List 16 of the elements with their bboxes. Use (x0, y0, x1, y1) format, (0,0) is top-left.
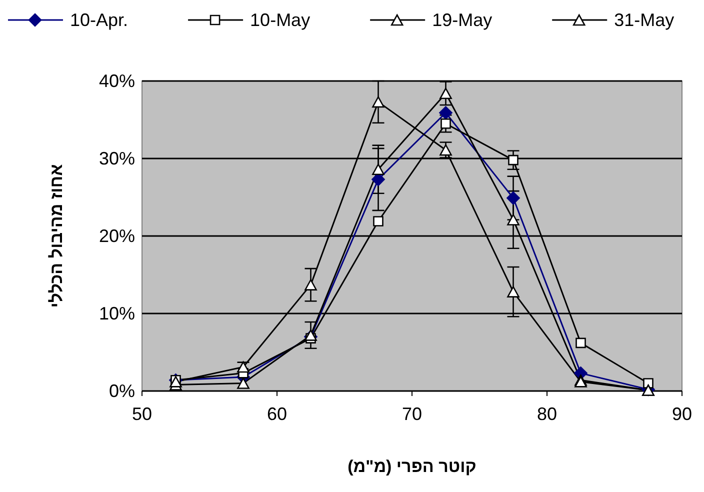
y-tick-label: 40% (98, 71, 135, 91)
legend-label: 10-May (250, 10, 310, 30)
y-tick-label: 30% (98, 148, 135, 168)
x-tick-label: 90 (672, 404, 692, 424)
x-axis-title: קוטר הפרי (מ"מ) (348, 457, 476, 476)
legend-label: 10-Apr. (70, 10, 128, 30)
legend-label: 31-May (614, 10, 674, 30)
y-axis-title: אחוז מהיבול הכללי (47, 164, 66, 308)
y-tick-label: 20% (98, 226, 135, 246)
y-tick-label: 10% (98, 304, 135, 324)
x-tick-label: 80 (536, 404, 558, 424)
legend-label: 19-May (432, 10, 492, 30)
x-tick-label: 60 (266, 404, 288, 424)
x-tick-label: 50 (132, 404, 152, 424)
x-tick-label: 70 (402, 404, 422, 424)
y-tick-label: 0% (108, 381, 135, 401)
